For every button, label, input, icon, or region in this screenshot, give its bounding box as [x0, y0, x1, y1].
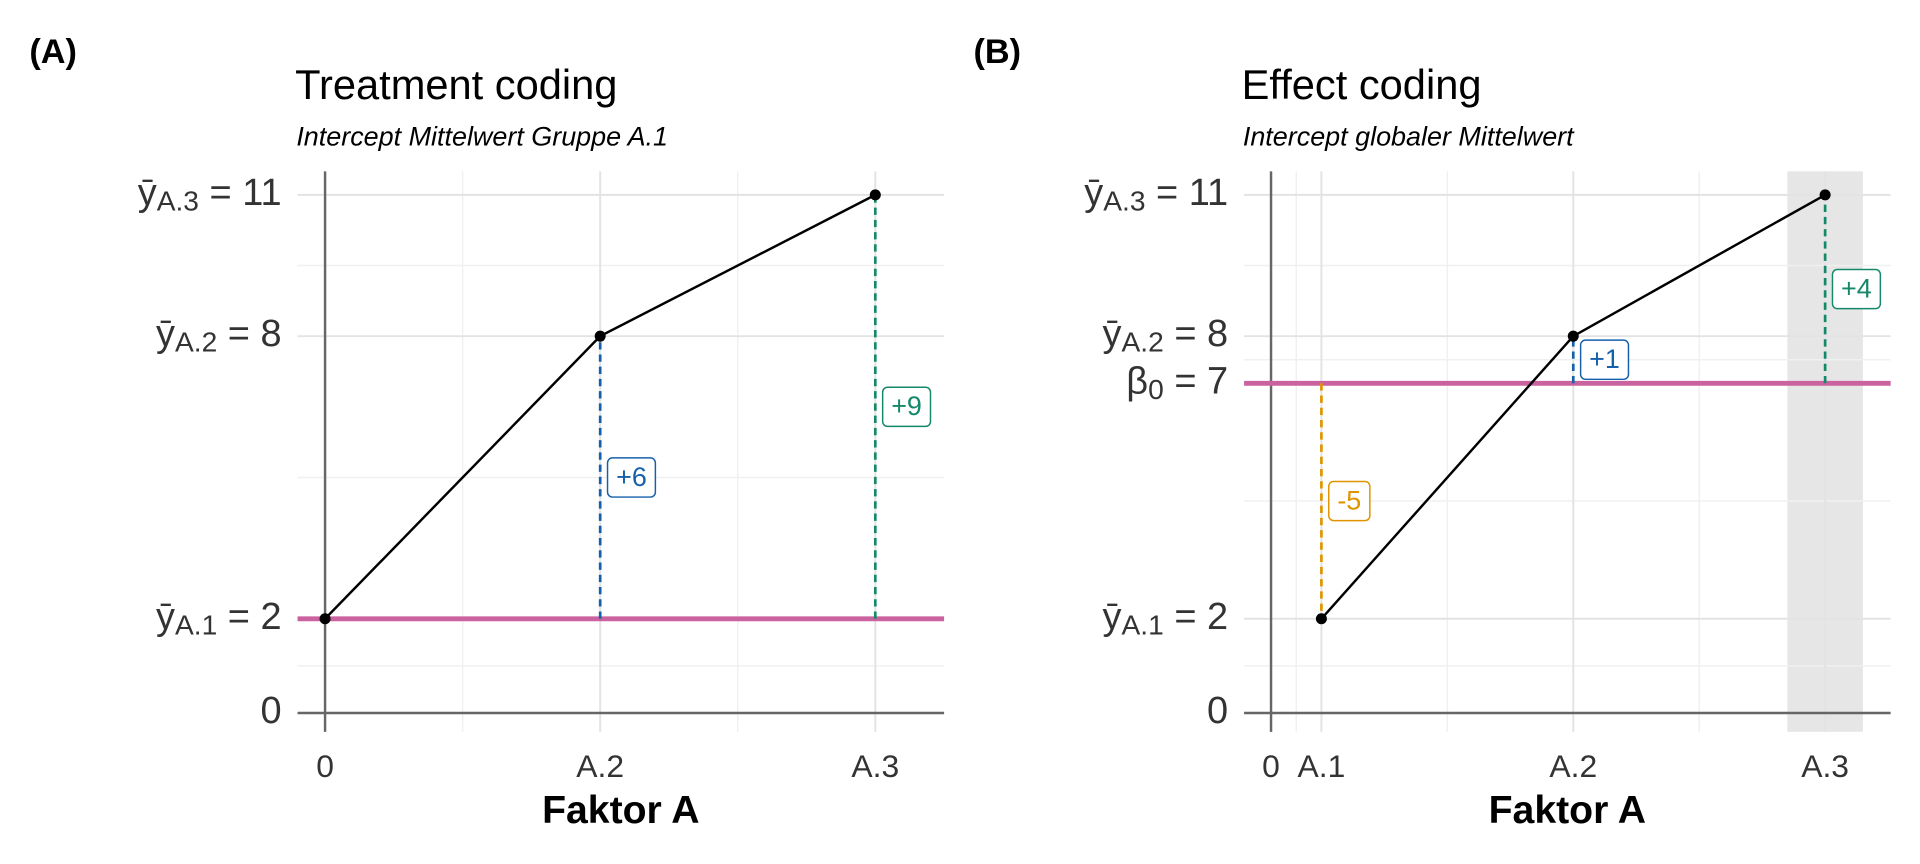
difference-label: +4	[1841, 273, 1872, 303]
chart-subtitle: Intercept Mittelwert Gruppe A.1	[296, 121, 668, 151]
difference-label: -5	[1337, 485, 1361, 515]
panel-label: (A)	[29, 33, 77, 71]
chart-title: Effect coding	[1242, 61, 1482, 108]
y-tick-label: ȳA.1 = 2	[1103, 596, 1229, 641]
difference-label: +6	[616, 462, 647, 492]
x-tick-label: A.3	[851, 748, 899, 784]
x-tick-label: 0	[1262, 748, 1280, 784]
y-tick-label: ȳA.1 = 2	[156, 596, 282, 641]
chart-title: Treatment coding	[295, 61, 617, 108]
y-tick-label: ȳA.2 = 8	[1103, 313, 1229, 358]
x-tick-label: A.2	[1549, 748, 1597, 784]
difference-label: +1	[1589, 344, 1620, 374]
data-point	[594, 330, 606, 342]
x-tick-label: A.3	[1801, 748, 1849, 784]
data-point	[1315, 613, 1327, 625]
panel-label: (B)	[973, 33, 1021, 71]
y-tick-label: ȳA.3 = 11	[138, 172, 282, 217]
difference-label-box	[606, 457, 657, 498]
y-tick-label: ȳA.3 = 11	[1084, 172, 1228, 217]
data-point	[319, 613, 331, 625]
x-tick-label: A.1	[1298, 748, 1346, 784]
y-tick-label: 0	[261, 690, 282, 732]
x-tick-label: A.2	[576, 748, 624, 784]
data-point	[1819, 189, 1831, 201]
difference-label-box	[1579, 339, 1630, 381]
x-tick-label: 0	[316, 748, 334, 784]
x-axis-label: Faktor A	[542, 789, 699, 832]
difference-label-box	[1831, 268, 1882, 310]
difference-label: +9	[891, 391, 922, 421]
y-tick-label: 0	[1207, 690, 1228, 732]
y-tick-label: ȳA.2 = 8	[156, 313, 282, 358]
difference-label-box	[881, 386, 932, 428]
y-tick-label: β0 = 7	[1126, 360, 1228, 405]
chart-subtitle: Intercept globaler Mittelwert	[1243, 121, 1575, 151]
x-axis-label: Faktor A	[1489, 789, 1646, 832]
data-point	[1567, 330, 1579, 342]
data-point	[869, 189, 881, 201]
difference-label-box	[1328, 480, 1371, 522]
